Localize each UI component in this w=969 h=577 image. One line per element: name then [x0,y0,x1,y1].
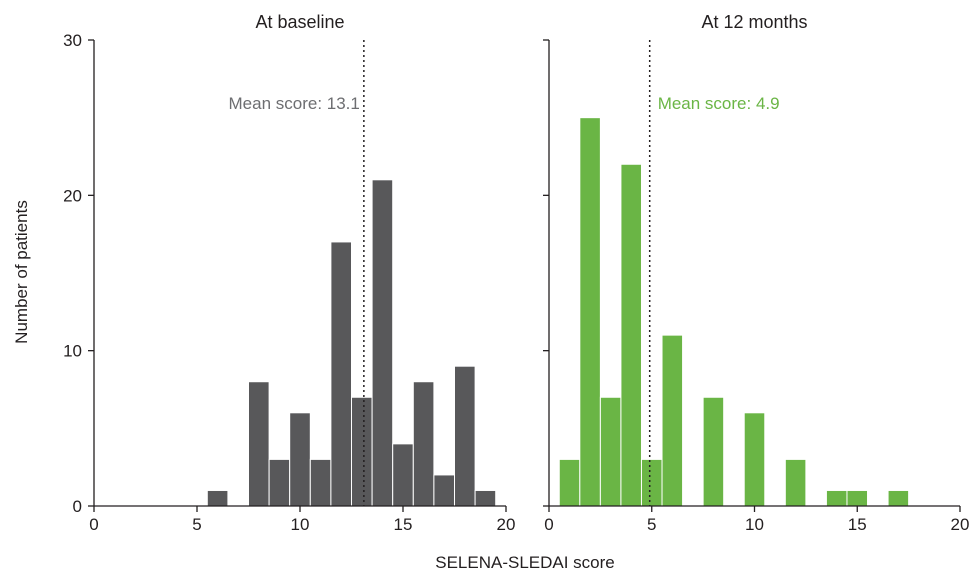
y-tick-label: 30 [63,31,82,50]
bar [371,179,394,507]
bar [392,443,414,507]
x-tick-label: 0 [544,515,553,534]
bar [579,117,601,507]
bar [309,458,332,507]
bar [784,458,807,507]
x-tick-label: 5 [647,515,656,534]
bar [743,412,766,507]
bar [289,412,311,507]
panel-title: At baseline [255,12,344,32]
panel-title: At 12 months [701,12,807,32]
bar [206,489,229,507]
bar [620,163,642,507]
bar [558,458,581,507]
bar [474,489,497,507]
y-tick-label: 10 [63,342,82,361]
panel-month12: 0 5 10 15 20 Mean score: 4.9 At 12 months [543,12,969,534]
y-axis-title: Number of patients [12,200,31,344]
x-tick-label: 10 [745,515,764,534]
bar [433,474,455,507]
bar [887,489,910,507]
x-tick-label: 20 [497,515,516,534]
chart-panels: 0 5 10 15 20 0 10 20 30 Mean score: 13.1 At baseli… [63,12,969,534]
x-tick-label: 0 [89,515,98,534]
bar [412,381,435,507]
x-tick-label: 15 [848,515,867,534]
y-tick-label: 0 [73,497,82,516]
x-tick-label: 15 [394,515,413,534]
mean-label: Mean score: 4.9 [658,94,780,113]
bar [825,489,848,507]
bar [599,396,622,507]
bar [351,396,373,507]
bar [454,365,476,507]
y-tick-label: 20 [63,186,82,205]
x-tick-label: 20 [951,515,969,534]
x-tick-label: 5 [192,515,201,534]
x-axis-title: SELENA-SLEDAI score [435,553,615,572]
mean-label: Mean score: 13.1 [229,94,360,113]
bar [702,396,725,507]
bar [846,489,869,507]
x-tick-label: 10 [291,515,310,534]
bar [248,381,270,507]
bar [268,458,291,507]
bar [640,458,663,507]
bar [330,241,352,507]
panel-baseline: 0 5 10 15 20 0 10 20 30 Mean score: 13.1 At baseli… [63,12,515,534]
bar [661,334,684,507]
